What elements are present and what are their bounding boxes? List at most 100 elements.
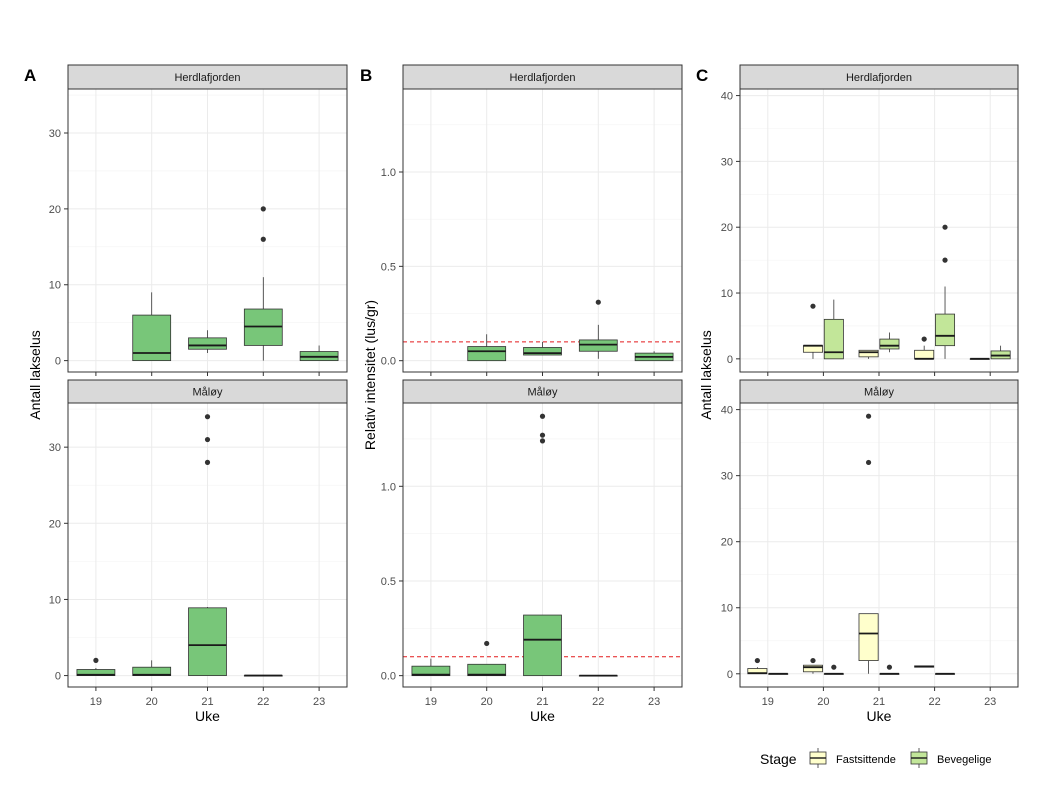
- box-body: [858, 349, 879, 358]
- outlier-point: [260, 206, 266, 212]
- box-all-22: [243, 674, 283, 677]
- legend-item-label: Bevegelige: [937, 754, 991, 766]
- box-body: [578, 339, 618, 352]
- legend: Stage Fastsittende Bevegelige: [760, 748, 991, 768]
- outlier-point: [831, 664, 837, 670]
- legend-item-fastsittende: Fastsittende: [809, 748, 896, 768]
- y-axis-label: Antall lakselus: [698, 330, 714, 420]
- outlier-point: [595, 299, 601, 305]
- box-body: [802, 664, 823, 673]
- facet-strip: [67, 64, 348, 90]
- box-fastsittende-19: [747, 657, 768, 675]
- facet-1: Måløy 0.0 0.5 1.0 19 20 21 22 23: [381, 379, 683, 708]
- outlier-point: [93, 657, 99, 663]
- y-tick-label: 0.5: [381, 576, 396, 588]
- facet-1: Måløy 0 10 20 30 40 19 20 21 22 23: [721, 379, 1019, 708]
- outlier-point: [539, 432, 546, 438]
- x-tick-label: 23: [984, 696, 996, 708]
- box-all-20: [467, 640, 507, 677]
- y-tick-label: 30: [49, 442, 61, 454]
- y-tick-label: 10: [49, 280, 61, 292]
- x-axis-label: Uke: [195, 708, 220, 724]
- box-all-21: [188, 330, 227, 354]
- box-all-23: [299, 345, 339, 362]
- y-tick-label: 20: [49, 204, 61, 216]
- legend-title: Stage: [760, 751, 797, 767]
- facet-0: Herdlafjorden 0 10 20 30 40: [721, 64, 1019, 376]
- box-bevegelige-22: [935, 224, 956, 359]
- box-body: [802, 345, 823, 353]
- box-body: [411, 665, 451, 677]
- facet-strip-label: Herdlafjorden: [509, 72, 575, 84]
- y-tick-label: 0.0: [381, 671, 396, 683]
- facet-strip-label: Herdlafjorden: [846, 72, 912, 84]
- x-tick-label: 22: [928, 696, 940, 708]
- x-tick-label: 19: [90, 696, 102, 708]
- box-all-21: [523, 341, 562, 356]
- box-bevegelige-22: [935, 672, 956, 675]
- outlier-point: [810, 657, 816, 664]
- y-tick-label: 20: [721, 222, 733, 234]
- facet-strip-label: Måløy: [864, 387, 894, 399]
- box-body: [523, 347, 562, 356]
- outlier-point: [260, 236, 266, 242]
- y-tick-label: 20: [49, 518, 61, 530]
- y-tick-label: 30: [721, 471, 733, 483]
- y-tick-label: 30: [721, 156, 733, 168]
- y-tick-label: 0: [55, 671, 61, 683]
- facet-0: Herdlafjorden 0 10 20 30: [49, 64, 348, 376]
- outlier-point: [921, 336, 927, 342]
- facet-1: Måløy 0 10 20 30 19 20 21 22 23: [49, 379, 348, 708]
- y-tick-label: 10: [721, 288, 733, 300]
- outlier-point: [942, 224, 948, 230]
- outlier-point: [865, 459, 872, 466]
- panel-label: C: [696, 66, 708, 85]
- x-tick-label: 19: [425, 696, 437, 708]
- box-bevegelige-20: [823, 664, 844, 675]
- outlier-point: [810, 303, 816, 309]
- outlier-point: [754, 657, 760, 664]
- box-body: [523, 614, 562, 677]
- y-tick-label: 30: [49, 128, 61, 140]
- y-axis-label: Relativ intensitet (lus/gr): [362, 300, 378, 450]
- box-fastsittende-21: [858, 349, 879, 359]
- facet-strip-label: Måløy: [528, 387, 558, 399]
- box-all-19: [411, 658, 451, 677]
- x-tick-label: 20: [481, 696, 493, 708]
- box-body: [858, 613, 879, 661]
- y-axis-label: Antall lakselus: [27, 330, 43, 420]
- box-bevegelige-23: [990, 345, 1011, 360]
- legend-item-label: Fastsittende: [836, 754, 896, 766]
- facet-strip-label: Måløy: [193, 387, 223, 399]
- box-body: [467, 663, 507, 677]
- legend-item-bevegelige: Bevegelige: [910, 748, 991, 768]
- facet-strip: [402, 64, 683, 90]
- box-fastsittende-22: [914, 336, 935, 360]
- box-fastsittende-20: [802, 657, 823, 674]
- panel-label: B: [360, 66, 372, 85]
- y-tick-label: 20: [721, 537, 733, 549]
- box-all-19: [76, 657, 116, 676]
- outlier-point: [484, 640, 490, 647]
- box-all-22: [578, 674, 618, 677]
- outlier-point: [204, 459, 211, 465]
- box-fastsittende-20: [802, 303, 823, 359]
- outlier-point: [886, 664, 893, 670]
- outlier-point: [204, 414, 211, 420]
- panel-label: A: [24, 66, 36, 85]
- x-axis-label: Uke: [867, 708, 892, 724]
- x-tick-label: 21: [201, 696, 213, 708]
- x-tick-label: 23: [648, 696, 660, 708]
- box-bevegelige-20: [823, 299, 844, 360]
- y-tick-label: 0.0: [381, 356, 396, 368]
- x-tick-label: 19: [762, 696, 774, 708]
- box-fastsittende-21: [858, 413, 879, 674]
- box-body: [914, 349, 935, 360]
- y-tick-label: 0.5: [381, 261, 396, 273]
- box-all-22: [243, 206, 283, 361]
- box-all-20: [132, 292, 172, 362]
- outlier-point: [942, 257, 948, 263]
